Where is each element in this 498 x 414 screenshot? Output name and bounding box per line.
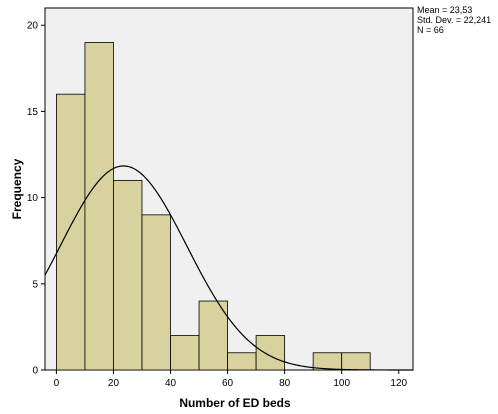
x-axis-title: Number of ED beds: [179, 396, 291, 410]
stats-std-dev: Std. Dev. = 22,241: [417, 15, 492, 25]
axes-group: 0 20 40 60 80 100 120 0 5 10 15 20: [27, 21, 408, 389]
x-tick-label: 0: [54, 378, 60, 389]
histogram-bar: [84, 42, 114, 371]
x-tick-label: 120: [390, 378, 407, 389]
histogram-bar: [56, 93, 86, 371]
y-tick-label: 20: [27, 21, 39, 32]
x-tick-label: 40: [165, 378, 177, 389]
x-tick-label: 60: [222, 378, 234, 389]
stats-box: Mean = 23,53 Std. Dev. = 22,241 N = 66: [417, 5, 491, 35]
histogram-bar: [227, 352, 257, 371]
normal-curve: [44, 165, 413, 371]
histogram-bar: [198, 300, 228, 371]
stats-mean: Mean = 23,53: [417, 5, 473, 15]
histogram-bar: [341, 352, 371, 371]
histogram-bar: [170, 335, 200, 371]
x-tick-label: 80: [279, 378, 291, 389]
histogram-bar: [312, 352, 343, 371]
histogram-bar: [141, 214, 171, 371]
y-tick-label: 15: [27, 107, 39, 118]
x-tick-label: 100: [333, 378, 350, 389]
x-tick-label: 20: [108, 378, 120, 389]
y-tick-label: 10: [27, 193, 39, 204]
histogram-bar: [255, 335, 286, 371]
stats-n: N = 66: [417, 25, 444, 35]
y-tick-label: 5: [32, 279, 38, 290]
y-tick-label: 0: [32, 366, 38, 377]
bars-group: [56, 42, 371, 371]
histogram-bar: [113, 179, 143, 371]
y-axis-title: Frequency: [10, 158, 24, 219]
